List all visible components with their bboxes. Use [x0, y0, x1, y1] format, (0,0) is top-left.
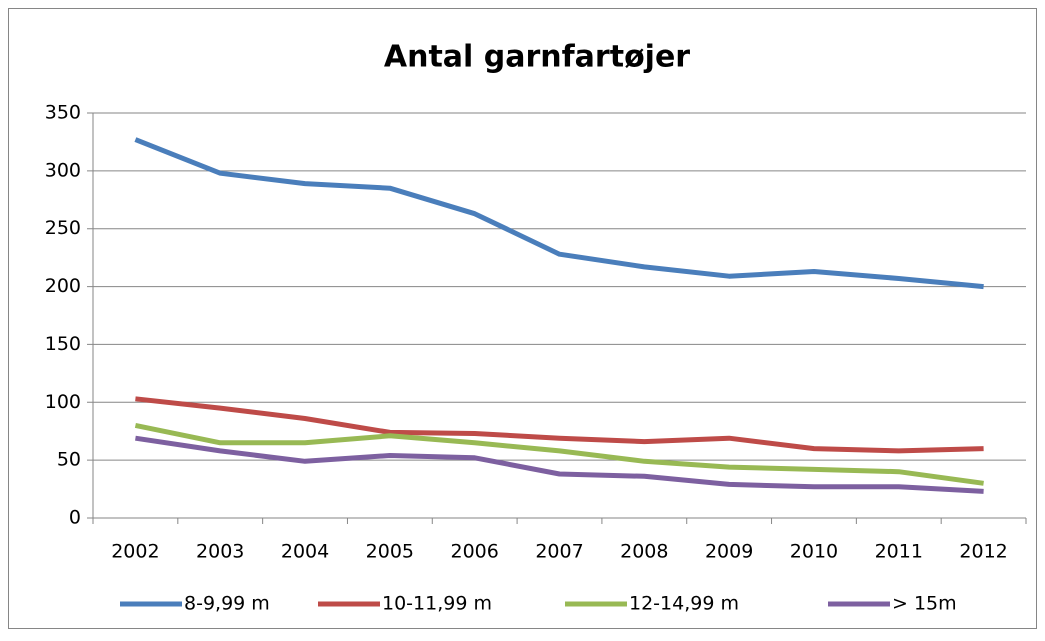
y-tick-label: 250: [45, 217, 81, 239]
x-tick-label: 2002: [111, 541, 159, 563]
y-tick-label: 0: [69, 507, 81, 529]
series-line: [135, 435, 984, 494]
y-tick-label: 150: [45, 333, 81, 355]
y-tick-label: 100: [45, 391, 81, 413]
x-tick-label: 2006: [451, 541, 499, 563]
x-tick-label: 2004: [281, 541, 329, 563]
legend-label: 12-14,99 m: [629, 593, 739, 615]
x-tick-label: 2011: [875, 541, 923, 563]
legend-label: 10-11,99 m: [382, 593, 492, 615]
legend-label: 8-9,99 m: [184, 593, 270, 615]
y-tick-label: 200: [45, 275, 81, 297]
x-tick-label: 2009: [705, 541, 753, 563]
x-tick-label: 2007: [535, 541, 583, 563]
series-line: [134, 422, 984, 486]
x-tick-label: 2012: [959, 541, 1007, 563]
x-tick-label: 2005: [366, 541, 414, 563]
series-line: [134, 137, 984, 290]
x-tick-label: 2008: [620, 541, 668, 563]
y-tick-label: 350: [45, 102, 81, 124]
legend-label: > 15m: [892, 593, 957, 615]
y-tick-label: 50: [57, 449, 81, 471]
x-tick-label: 2003: [196, 541, 244, 563]
y-tick-label: 300: [45, 159, 81, 181]
chart-border: [8, 8, 1037, 629]
x-tick-label: 2010: [790, 541, 838, 563]
chart-title: Antal garnfartøjer: [384, 40, 690, 75]
series-line: [135, 396, 984, 454]
